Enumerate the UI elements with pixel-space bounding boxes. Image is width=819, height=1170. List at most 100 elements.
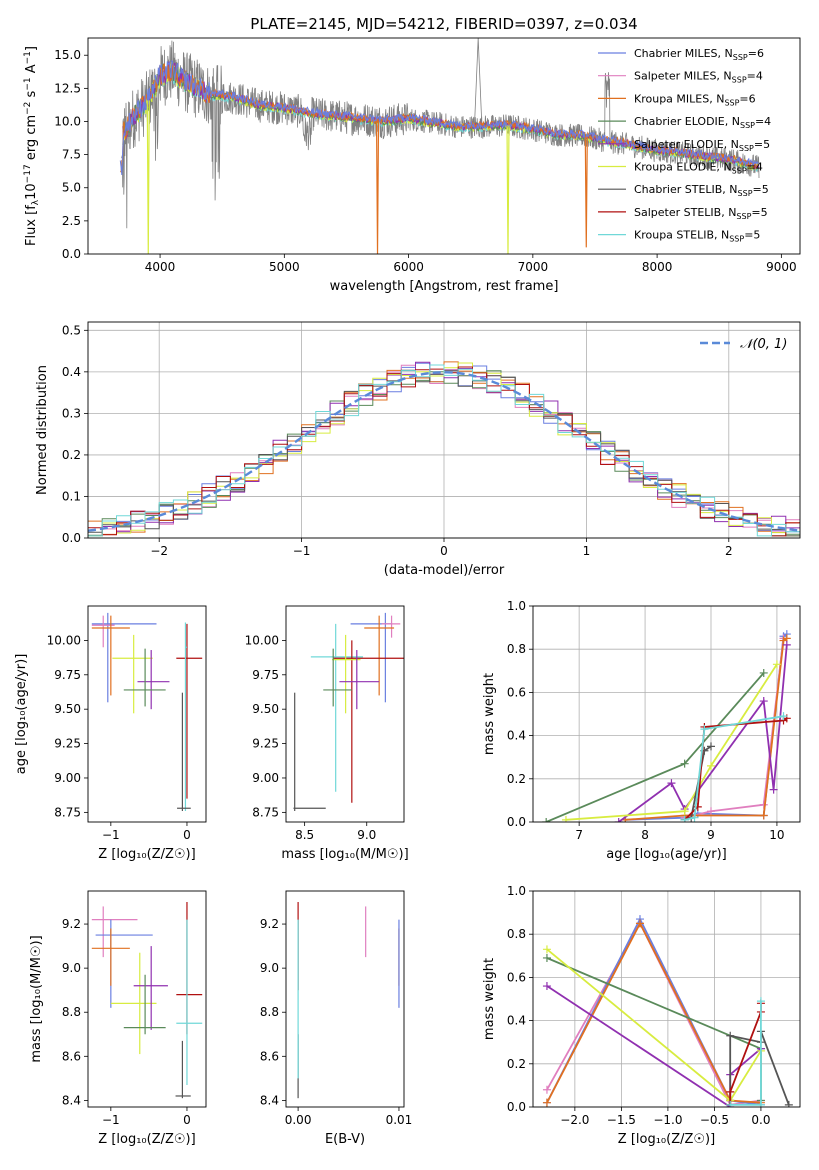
errorbar-chabrier_miles [95,919,153,1008]
x-axis-label: wavelength [Angstrom, rest frame] [330,279,559,294]
errorbar-salpeter_elodie [133,946,168,1030]
axes-frame [285,605,405,823]
axes-frame [87,37,801,255]
plot-area [542,630,791,822]
errorbar-kroupa_stelib [176,919,203,1085]
y-tick-label: 0.6 [507,970,526,984]
y-tick-label: 0.2 [507,1057,526,1071]
weight-marker [667,779,676,788]
errorbar-salpeter_stelib [176,902,203,1035]
legend-entry: Chabrier MILES, NSSP=6 [634,47,764,62]
errorbar-salpeter_stelib [333,640,404,803]
errorbar-chabrier_miles [91,612,157,703]
weight-marker [769,785,778,794]
weight-marker [680,815,689,822]
errorbar-kroupa_miles [91,928,130,986]
weight-line-kroupa_miles [546,921,761,1104]
y-tick-label: 9.25 [54,737,81,751]
x-tick-label: −1 [293,544,311,558]
y-tick-label: 0.0 [507,1100,526,1114]
y-tick-label: 7.5 [62,148,81,162]
errorbar-chabrier_elodie [123,648,166,707]
legend-entry: Salpeter ELODIE, NSSP=5 [634,138,770,153]
weight-marker [707,807,715,816]
weight-marker [680,807,689,816]
x-tick-label: 0.00 [285,1113,312,1127]
weight-marker [707,761,715,770]
errorbar-chabrier_elodie [323,648,352,707]
x-axis-label: E(B-V) [325,1132,365,1147]
y-tick-label: 0.8 [507,642,526,656]
y-tick-label: 9.2 [260,917,279,931]
y-tick-label: 10.00 [245,633,279,647]
y-tick-label: 9.00 [54,771,81,785]
normal-curve [88,371,798,532]
x-axis-label: age [log₁₀(age/yr)] [606,847,727,862]
errorbar-kroupa_elodie [112,634,153,714]
weight-line-kroupa_elodie [565,663,778,821]
y-tick-label: 9.50 [252,702,279,716]
errorbar-chabrier_stelib [177,692,191,811]
legend-entry: Chabrier STELIB, NSSP=5 [634,183,769,198]
emission-line [474,38,483,127]
weight-marker [756,997,765,1006]
weight-marker [707,742,715,751]
y-tick-label: 0.4 [507,1014,526,1028]
x-tick-label: −0.5 [700,1113,729,1127]
x-tick-label: 1 [583,544,591,558]
weight-vs-age-panel: 7 8 9 10 0.0 0.2 0.4 0.6 0.8 1.0 age [log₁₀(age/yr… [482,599,801,862]
x-tick-label: 8.5 [295,828,314,842]
weight-marker [759,697,768,706]
legend-entry: Salpeter MILES, NSSP=4 [634,70,763,85]
y-tick-label: 8.8 [260,1005,279,1019]
x-tick-label: 9 [707,828,715,842]
y-tick-label: 0.2 [507,772,526,786]
model-dip [146,100,150,254]
y-tick-label: 12.5 [54,81,81,95]
errorbar-chabrier_stelib [175,1040,191,1099]
plot-area [293,612,404,811]
y-tick-label: 8.75 [252,805,279,819]
x-tick-label: 8 [641,828,649,842]
x-tick-label: 9000 [766,260,797,274]
y-tick-label: 9.25 [252,737,279,751]
weight-marker [779,712,788,721]
weight-marker [784,1100,793,1107]
plot-area [297,902,400,1099]
x-tick-label: 0 [183,828,191,842]
y-axis-label: mass [log₁₀(M/M☉)] [29,935,44,1062]
x-axis-label: Z [log₁₀(Z/Z☉)] [98,1132,195,1147]
weight-marker [561,815,570,822]
y-tick-label: 5.0 [62,181,81,195]
x-axis-label: Z [log₁₀(Z/Z☉)] [618,1132,715,1147]
x-axis-label: mass [log₁₀(M/M☉)] [281,847,408,862]
legend-entry: Kroupa MILES, NSSP=6 [634,92,756,107]
y-tick-label: 0.1 [62,489,81,503]
x-axis-label: Z [log₁₀(Z/Z☉)] [98,847,195,862]
residuals-legend: 𝒩(0, 1) [700,337,787,352]
y-tick-label: 8.75 [54,805,81,819]
errorbar-salpeter_elodie [339,650,380,710]
y-tick-label: 8.4 [260,1093,279,1107]
y-tick-label: 9.00 [252,771,279,785]
y-tick-label: 9.0 [260,961,279,975]
weight-marker [542,953,551,962]
x-axis-label: (data-model)/error [384,563,505,578]
spectrum-legend: Chabrier MILES, NSSP=6 Salpeter MILES, NS… [598,47,771,244]
y-tick-label: 0.3 [62,406,81,420]
legend-entry: Salpeter STELIB, NSSP=5 [634,206,768,221]
plot-area [542,915,793,1107]
x-tick-label: 9.0 [357,828,376,842]
age-vs-mass-panel: 8.5 9.0 8.75 9.00 9.25 9.50 9.75 10.00 mass [log… [245,605,409,862]
histogram-kroupa_stelib [88,364,800,537]
age-vs-metallicity-panel: −1 0 8.75 9.00 9.25 9.50 9.75 10.00 Z [log₁₀(Z/Z… [14,605,207,862]
y-tick-label: 8.6 [260,1049,279,1063]
y-tick-label: 9.50 [54,702,81,716]
axes-frame [532,605,801,823]
y-tick-label: 0.6 [507,685,526,699]
weight-marker [635,919,644,928]
weight-line-chabrier_elodie [546,957,762,1101]
model-dip [506,125,510,254]
y-tick-label: 10.00 [47,633,81,647]
y-tick-label: 8.8 [62,1005,81,1019]
